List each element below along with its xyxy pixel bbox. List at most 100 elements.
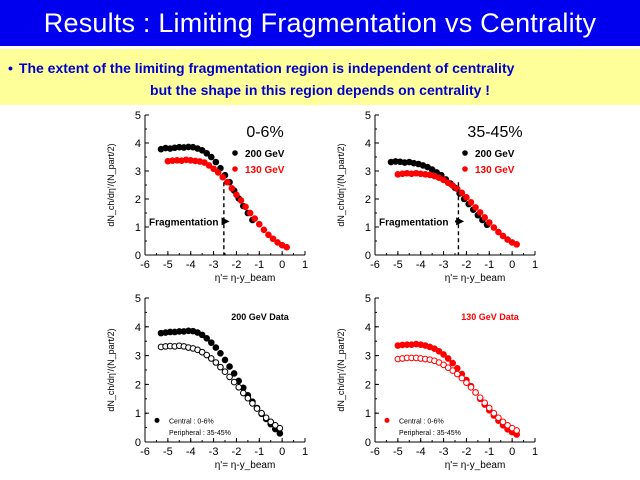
x-tick-label: -4: [416, 446, 426, 458]
legend-marker: [232, 150, 238, 156]
x-tick-label: -3: [209, 446, 219, 458]
x-tick-label: 1: [532, 446, 538, 458]
data-point: [490, 409, 498, 417]
data-point: [207, 355, 215, 362]
data-point: [212, 158, 220, 166]
data-point: [463, 194, 470, 201]
y-tick-label: 3: [365, 166, 371, 178]
data-point: [495, 414, 502, 422]
y-tick-label: 4: [365, 322, 371, 334]
y-tick-label: 3: [135, 351, 141, 363]
data-point: [198, 331, 206, 339]
bullet-box: • The extent of the limiting fragmentatio…: [0, 49, 640, 105]
data-point: [207, 339, 215, 346]
data-point: [212, 344, 220, 351]
x-axis-label: η'= η-y_beam: [215, 460, 276, 471]
y-tick-label: 0: [135, 437, 141, 449]
bullet-line-1: • The extent of the limiting fragmentatio…: [8, 60, 638, 76]
bullet-dot-icon: •: [8, 60, 13, 76]
data-point: [476, 394, 484, 401]
x-axis-label: η'= η-y_beam: [215, 273, 276, 283]
y-axis-label: dN_ch/dη'/(N_part/2): [106, 143, 116, 226]
data-point: [230, 378, 238, 386]
data-point: [198, 146, 206, 154]
x-tick-label: -1: [484, 259, 494, 271]
data-point: [239, 389, 247, 397]
data-point: [467, 199, 475, 206]
legend-marker: [232, 166, 238, 172]
data-point: [283, 243, 291, 251]
data-point: [271, 421, 279, 429]
data-point: [221, 368, 229, 376]
x-tick-label: -5: [393, 446, 403, 458]
y-tick-label: 1: [365, 222, 371, 234]
data-point: [467, 383, 475, 391]
y-tick-label: 5: [135, 293, 141, 305]
data-point: [513, 241, 521, 248]
data-point: [258, 409, 265, 417]
x-tick-label: -2: [232, 446, 242, 458]
y-tick-label: 3: [135, 166, 141, 178]
y-tick-label: 4: [135, 322, 141, 334]
data-point: [217, 363, 224, 371]
data-point: [214, 169, 222, 176]
y-tick-label: 5: [365, 110, 371, 122]
y-tick-label: 4: [135, 138, 141, 150]
y-tick-label: 2: [135, 194, 141, 206]
x-axis-label: η'= η-y_beam: [445, 273, 506, 283]
data-point: [472, 389, 479, 396]
data-point: [453, 370, 461, 378]
y-axis-label: dN_ch/dη'/(N_part/2): [106, 328, 116, 411]
bullet-line-2: but the shape in this region depends on …: [150, 82, 490, 98]
data-point: [440, 176, 447, 184]
data-point: [458, 374, 466, 382]
data-point: [490, 224, 498, 231]
legend-marker: [462, 150, 468, 156]
data-point: [444, 364, 452, 371]
data-point: [223, 178, 231, 186]
x-tick-label: -4: [186, 446, 196, 458]
x-tick-label: -4: [186, 259, 196, 271]
data-point: [262, 414, 270, 422]
y-tick-label: 0: [365, 250, 371, 262]
data-point: [495, 228, 502, 236]
fragmentation-label: Fragmentation: [149, 217, 218, 228]
bullet-text-1: The extent of the limiting fragmentation…: [18, 60, 515, 76]
data-point: [485, 219, 493, 226]
data-point: [444, 355, 452, 362]
data-point: [481, 399, 489, 407]
y-tick-label: 4: [365, 138, 371, 150]
y-tick-label: 1: [135, 222, 141, 234]
data-point: [228, 185, 236, 192]
data-point: [435, 347, 443, 355]
legend-label: Central : 0-6%: [169, 418, 214, 425]
y-axis-label: dN_ch/dη'/(N_part/2): [336, 328, 346, 411]
x-tick-label: -6: [370, 259, 380, 271]
x-tick-label: 1: [532, 259, 538, 271]
x-tick-label: -2: [462, 259, 472, 271]
fragmentation-label: Fragmentation: [379, 217, 448, 228]
data-point: [230, 370, 238, 377]
data-point: [233, 191, 240, 199]
data-point: [444, 179, 452, 187]
data-point: [449, 367, 457, 374]
data-point: [499, 232, 507, 240]
legend-marker: [154, 417, 160, 423]
data-point: [440, 361, 447, 369]
data-point: [249, 400, 256, 407]
x-tick-label: -1: [254, 446, 264, 458]
panel-title: 200 GeV Data: [231, 312, 290, 322]
x-tick-label: 1: [302, 446, 308, 458]
legend-label: Peripheral : 35-45%: [399, 430, 461, 437]
data-point: [513, 427, 521, 434]
data-point: [237, 197, 245, 204]
x-tick-label: -6: [140, 259, 150, 271]
x-tick-label: -5: [393, 259, 403, 271]
data-point: [205, 162, 213, 169]
y-tick-label: 2: [365, 194, 371, 206]
data-point: [504, 421, 511, 429]
data-point: [242, 203, 249, 211]
legend-marker: [462, 166, 468, 172]
x-tick-label: -1: [484, 446, 494, 458]
data-point: [226, 373, 233, 381]
